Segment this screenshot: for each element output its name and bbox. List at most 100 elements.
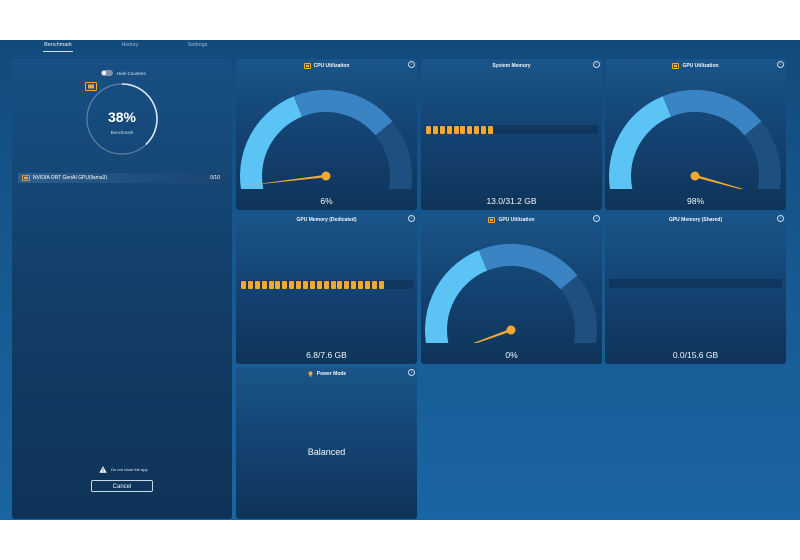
info-icon[interactable]: i xyxy=(593,61,600,68)
gpu-icon xyxy=(488,217,496,223)
progress-ring-graphic xyxy=(86,83,158,155)
memory-segment xyxy=(344,280,350,289)
device-progress-count: 0/10 xyxy=(210,175,220,181)
gpumem-shr-card-title: GPU Memory (Shared) xyxy=(605,217,786,223)
memory-segment xyxy=(460,125,466,134)
memory-segment xyxy=(337,280,343,289)
gpu1-gauge xyxy=(609,90,781,189)
cancel-button[interactable]: Cancel xyxy=(91,480,153,492)
power-card-title: Power Mode xyxy=(236,371,417,377)
memory-segment xyxy=(241,280,246,289)
top-nav: Benchmark History Settings xyxy=(0,40,800,52)
benchmark-progress-ring: 38% Benchmark xyxy=(85,82,159,156)
memory-segment xyxy=(365,280,371,289)
memory-segment xyxy=(282,280,288,289)
info-icon[interactable]: i xyxy=(408,61,415,68)
gauge-segment-mid xyxy=(293,90,393,136)
gpu-chip-icon xyxy=(22,175,30,181)
gpu-memory-shared-card: GPU Memory (Shared) i 0.0/15.6 GB xyxy=(605,213,786,364)
gauge-needle xyxy=(694,174,744,189)
device-name: NVIDIA ORT GenAI GPU(llama3) xyxy=(33,175,108,181)
power-mode-card: Power Mode i Balanced xyxy=(236,367,417,519)
benchmark-label: Benchmark xyxy=(110,130,134,135)
system-memory-card: System Memory i 13.0/31.2 GB xyxy=(421,59,602,210)
gauge-segment-high xyxy=(744,121,781,189)
memory-segment xyxy=(351,280,357,289)
lightbulb-icon xyxy=(308,371,313,377)
gpumem-ded-bar xyxy=(241,280,384,289)
sysmem-value: 13.0/31.2 GB xyxy=(486,196,537,206)
cpu-title-text: CPU Utilization xyxy=(313,63,350,69)
cpu-icon xyxy=(303,63,311,69)
toggle-knob xyxy=(102,71,106,75)
tab-benchmark[interactable]: Benchmark xyxy=(43,40,73,52)
device-list-item: NVIDIA ORT GenAI GPU(llama3) 0/10 xyxy=(18,173,226,183)
memory-segment xyxy=(371,280,377,289)
gauge-hub xyxy=(506,325,516,335)
warning-icon xyxy=(99,466,107,473)
gpu2-value: 0% xyxy=(505,350,518,360)
info-icon[interactable]: i xyxy=(408,215,415,222)
warning-text: Do not close the app xyxy=(111,467,148,472)
cpu-card-title: CPU Utilization xyxy=(236,63,417,69)
gpumem-ded-value: 6.8/7.6 GB xyxy=(306,350,347,360)
memory-segment xyxy=(316,280,322,289)
power-title-text: Power Mode xyxy=(316,371,347,377)
memory-segment xyxy=(446,125,452,134)
gauge-segment-mid xyxy=(662,90,762,136)
memory-segment xyxy=(474,125,480,134)
gpumem-shr-title-text: GPU Memory (Shared) xyxy=(668,217,723,223)
tab-history[interactable]: History xyxy=(121,42,139,48)
sysmem-card-title: System Memory xyxy=(421,63,602,69)
memory-segment xyxy=(289,280,295,289)
cpu-value: 6% xyxy=(320,196,333,206)
gauge-segment-low xyxy=(240,96,303,189)
benchmark-panel: Hide Counters 38% Benchmark NVIDIA ORT G… xyxy=(12,59,232,519)
memory-segment xyxy=(467,125,473,134)
gpu-utilization-card: GPU Utilization i 98% xyxy=(605,59,786,210)
memory-segment xyxy=(275,280,281,289)
gauge-hub xyxy=(321,171,331,181)
hide-counters-toggle[interactable] xyxy=(101,70,113,76)
memory-segment xyxy=(432,125,438,134)
memory-segment xyxy=(254,280,260,289)
memory-segment xyxy=(358,280,364,289)
memory-segment xyxy=(247,280,253,289)
gauge-needle xyxy=(246,174,327,186)
gauge-hub xyxy=(690,171,700,181)
gpu1-title-text: GPU Utilization xyxy=(682,63,719,69)
gpu2-gauge xyxy=(425,244,597,343)
memory-segment xyxy=(439,125,445,134)
info-icon[interactable]: i xyxy=(777,61,784,68)
gpu-icon xyxy=(672,63,680,69)
gpumem-shr-value: 0.0/15.6 GB xyxy=(672,350,719,360)
gauge-segment-mid xyxy=(478,244,578,290)
gpu-utilization-card-2: GPU Utilization i 0% xyxy=(421,213,602,364)
memory-segment xyxy=(378,280,384,289)
gpumem-shr-bar-track xyxy=(609,279,782,288)
memory-segment xyxy=(261,280,267,289)
tab-settings[interactable]: Settings xyxy=(187,42,208,48)
gpumem-ded-title-text: GPU Memory (Dedicated) xyxy=(296,217,357,223)
memory-segment xyxy=(426,125,431,134)
ort-chip-icon xyxy=(85,82,97,91)
info-icon[interactable]: i xyxy=(408,369,415,376)
gpu2-card-title: GPU Utilization xyxy=(421,217,602,223)
memory-segment xyxy=(296,280,302,289)
memory-segment xyxy=(303,280,309,289)
memory-segment xyxy=(309,280,315,289)
gpu-memory-dedicated-card: GPU Memory (Dedicated) i 6.8/7.6 GB xyxy=(236,213,417,364)
sysmem-bar xyxy=(426,125,494,134)
warning-message: Do not close the app xyxy=(99,466,148,473)
cpu-utilization-card: CPU Utilization i 6% xyxy=(236,59,417,210)
info-icon[interactable]: i xyxy=(777,215,784,222)
memory-segment xyxy=(268,280,274,289)
sysmem-bar-track xyxy=(425,125,598,134)
gauge-segment-high xyxy=(375,121,412,189)
gpu1-value: 98% xyxy=(686,196,704,206)
gpu2-title-text: GPU Utilization xyxy=(498,217,535,223)
benchmark-percent: 38% xyxy=(107,109,137,125)
cpu-gauge xyxy=(240,90,412,189)
hide-counters-row: Hide Counters xyxy=(101,69,146,77)
info-icon[interactable]: i xyxy=(593,215,600,222)
